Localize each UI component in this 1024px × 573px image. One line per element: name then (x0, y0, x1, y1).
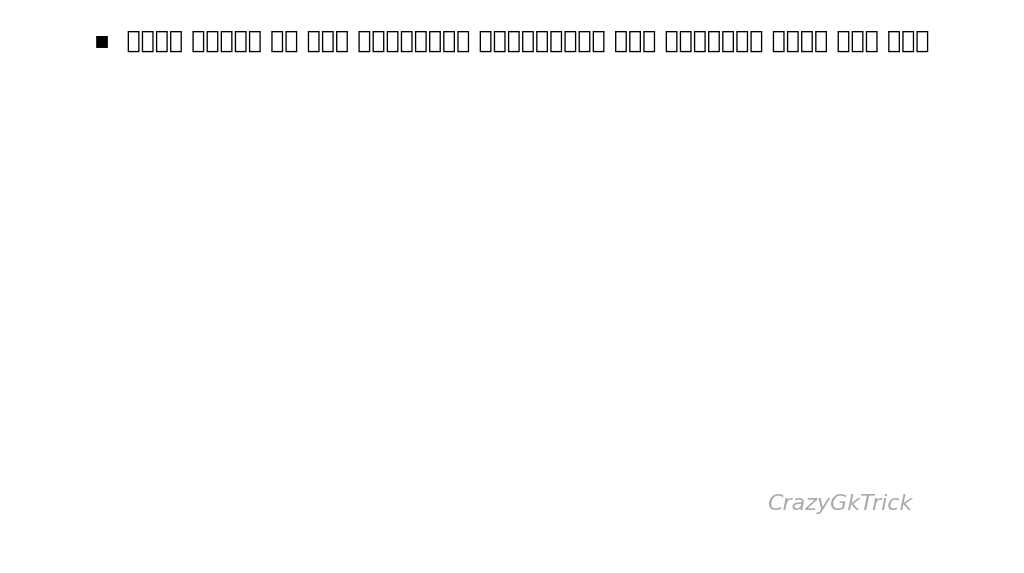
Text: ▪  पुरे विश्व को तीन भूकम्पीय क्षेत्रों में विभाजित किया गया हैं: ▪ पुरे विश्व को तीन भूकम्पीय क्षेत्रों म… (94, 29, 930, 53)
Text: CrazyGkTrick: CrazyGkTrick (767, 494, 912, 514)
